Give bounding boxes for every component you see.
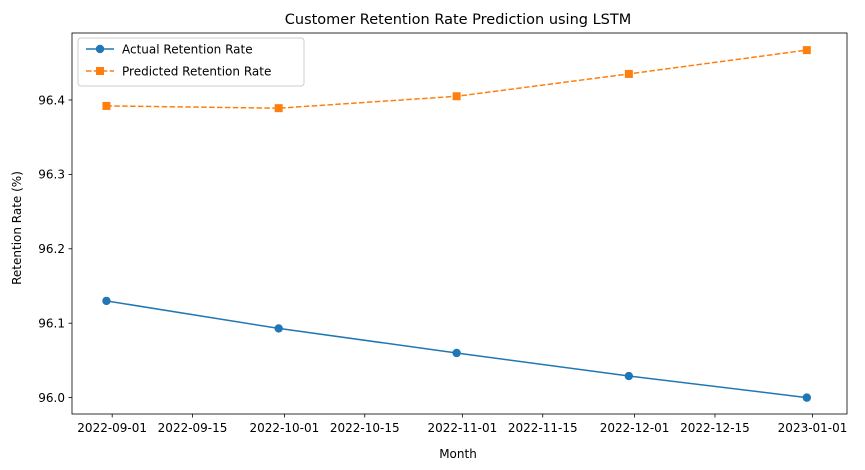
legend: Actual Retention Rate Predicted Retention… [77,37,305,87]
x-tick-label: 2022-10-01 [250,421,320,435]
plot-area: 96.0 96.1 96.2 96.3 96.4 2022-09-01 2022-09-15… [38,32,848,435]
y-tick-label: 96.1 [38,317,65,331]
data-point-circle [452,348,461,358]
x-tick-label: 2022-12-01 [600,421,670,435]
data-point-circle [274,324,283,333]
data-point-circle [802,393,812,402]
y-tick-label: 96.2 [38,242,65,256]
x-axis-label: Month [439,447,477,461]
legend-box [77,37,305,87]
x-tick-label: 2023-01-01 [778,421,848,435]
data-point-square [624,69,633,78]
chart-title: Customer Retention Rate Prediction using… [285,12,632,28]
y-tick-label: 96.0 [38,391,65,405]
legend-marker-square [96,67,104,75]
legend-marker-circle [95,44,105,54]
x-tick-label: 2022-09-15 [158,421,228,435]
y-axis-label: Retention Rate (%) [10,171,24,285]
legend-label-2: Predicted Retention Rate [122,64,271,78]
x-tick-label: 2022-09-01 [77,421,147,435]
data-point-square [102,101,111,110]
x-tick-label: 2022-11-01 [427,421,497,435]
legend-label-1: Actual Retention Rate [122,42,253,56]
data-point-circle [624,371,634,381]
data-point-square [802,46,811,55]
y-tick-label: 96.3 [38,168,65,182]
x-tick-label: 2022-10-15 [330,421,400,435]
axes-frame [71,32,848,415]
data-point-square [274,104,283,113]
x-tick-label: 2022-11-15 [508,421,578,435]
data-point-circle [102,296,111,306]
data-point-square [452,92,461,101]
y-tick-label: 96.4 [38,93,65,107]
x-tick-label: 2022-12-15 [680,421,750,435]
